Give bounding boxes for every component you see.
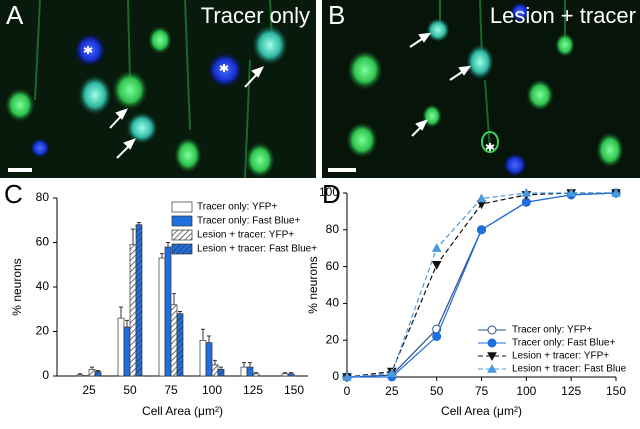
panel-label: B	[328, 0, 345, 30]
panel-label: D	[322, 179, 341, 209]
y-tick-label: 40	[36, 279, 50, 293]
x-tick-label: 50	[430, 384, 444, 398]
error-bar	[125, 320, 129, 327]
x-tick-label: 0	[344, 384, 351, 398]
error-bar	[166, 243, 170, 247]
x-axis-label: Cell Area (μm²)	[441, 404, 522, 418]
legend-label: Lesion + tracer: Fast Blue	[512, 364, 627, 375]
bar-hatch	[136, 225, 142, 376]
x-tick-label: 150	[606, 384, 626, 398]
legend-swatch-hatch	[172, 244, 192, 254]
error-bar	[172, 294, 176, 305]
legend-swatch	[172, 216, 192, 226]
bar	[124, 327, 130, 376]
y-tick-label: 0	[42, 368, 49, 382]
legend-label: Lesion + tracer: YFP+	[197, 230, 294, 241]
error-bar	[213, 360, 217, 364]
error-bar	[119, 307, 123, 318]
x-tick-label: 125	[243, 383, 263, 397]
x-axis-label: Cell Area (μm²)	[142, 404, 223, 418]
x-tick-label: 25	[82, 383, 96, 397]
y-tick-label: 60	[326, 259, 340, 273]
bar-hatch	[171, 305, 177, 376]
legend-label: Tracer only: Fast Blue+	[197, 216, 300, 227]
series-line	[347, 193, 616, 377]
y-tick-label: 20	[36, 324, 50, 338]
x-tick-label: 75	[164, 383, 178, 397]
y-axis-label: % neurons	[10, 258, 24, 315]
x-tick-label: 50	[123, 383, 137, 397]
error-bar	[207, 336, 211, 343]
legend-label: Tracer only: YFP+	[512, 325, 592, 336]
legend-label: Lesion + tracer: YFP+	[512, 351, 609, 362]
bar	[159, 258, 165, 376]
series-line	[347, 193, 616, 377]
legend-swatch	[172, 202, 192, 212]
y-tick-label: 80	[36, 190, 50, 204]
bar	[165, 247, 171, 376]
legend-swatch-hatch	[172, 230, 192, 240]
x-tick-label: 100	[516, 384, 536, 398]
bar	[200, 340, 206, 376]
panel-title: Lesion + tracer	[490, 3, 636, 28]
marker	[433, 262, 441, 269]
bar-hatch	[218, 369, 224, 376]
legend-label: Tracer only: YFP+	[197, 202, 277, 213]
bar-hatch	[130, 245, 136, 376]
marker	[478, 195, 486, 202]
error-bar	[248, 363, 252, 367]
legend-marker	[488, 339, 496, 347]
bar-hatch	[253, 374, 259, 376]
bar	[77, 375, 83, 376]
x-tick-label: 75	[475, 384, 489, 398]
bar-hatch	[95, 372, 101, 376]
x-tick-label: 25	[385, 384, 399, 398]
bar-hatch	[177, 314, 183, 376]
marker	[433, 244, 441, 251]
y-tick-label: 80	[326, 222, 340, 236]
x-tick-label: 150	[284, 383, 304, 397]
error-bar	[201, 329, 205, 340]
x-tick-label: 100	[202, 383, 222, 397]
bar	[206, 343, 212, 376]
x-tick-label: 125	[561, 384, 581, 398]
bar	[241, 367, 247, 376]
bar	[288, 374, 294, 376]
panel-label: A	[6, 0, 24, 30]
y-tick-label: 60	[36, 235, 50, 249]
series-line	[347, 193, 616, 377]
error-bar	[242, 363, 246, 367]
bar	[118, 318, 124, 376]
y-tick-label: 0	[332, 369, 339, 383]
panel-label: C	[4, 179, 23, 209]
legend-marker	[488, 326, 496, 334]
bar	[247, 367, 253, 376]
marker	[478, 226, 486, 234]
marker	[433, 333, 441, 341]
y-axis-label: % neurons	[306, 256, 320, 313]
series-line	[347, 193, 616, 377]
bar-hatch	[212, 365, 218, 376]
panel-title: Tracer only	[201, 3, 310, 28]
legend-label: Tracer only: Fast Blue+	[512, 338, 615, 349]
legend-label: Lesion + tracer: Fast Blue+	[197, 244, 317, 255]
y-tick-label: 20	[326, 332, 340, 346]
error-bar	[160, 254, 164, 258]
error-bar	[131, 229, 135, 245]
y-tick-label: 40	[326, 296, 340, 310]
bar	[282, 374, 288, 376]
bar-hatch	[89, 369, 95, 376]
